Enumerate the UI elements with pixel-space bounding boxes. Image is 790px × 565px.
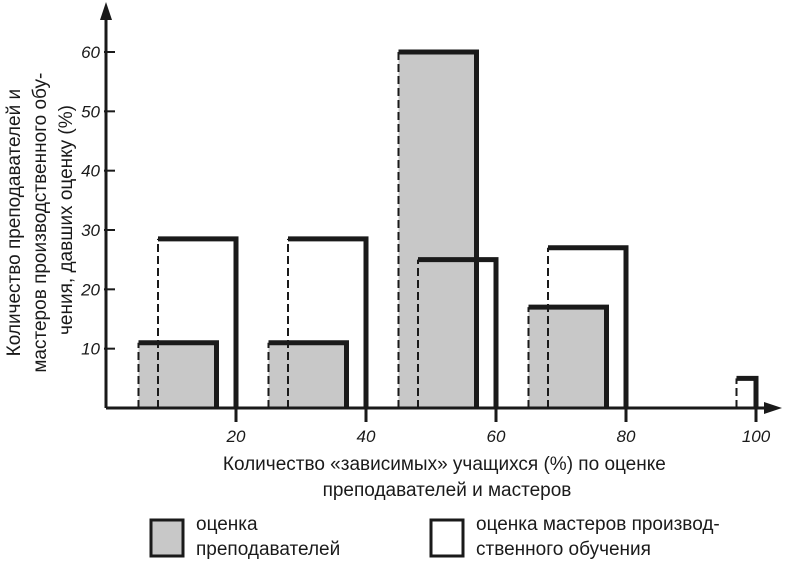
y-axis-title: Количество преподавателей и мастеров про…: [4, 67, 77, 372]
teacher-bar: [267, 340, 349, 408]
x-tick-label: 60: [487, 427, 506, 446]
y-axis-title-line-1: Количество преподавателей и: [4, 89, 25, 356]
x-axis-arrow: [764, 402, 782, 414]
teacher-bar: [137, 340, 219, 408]
y-axis-title-line-3: чения, давших оценку (%): [56, 105, 77, 335]
y-tick-label: 30: [81, 221, 100, 240]
legend-swatch-masters: [429, 518, 465, 558]
teacher-bar-outline: [268, 340, 349, 408]
y-tick-label: 60: [81, 43, 100, 62]
teacher-bar-outline: [138, 340, 219, 408]
x-tick-label: 40: [357, 427, 376, 446]
y-axis-title-line-2: мастеров производственного обу-: [30, 73, 51, 373]
x-tick-label: 100: [742, 427, 771, 446]
teacher-bar-fill: [528, 307, 607, 408]
master-bar: [417, 257, 499, 408]
x-axis-title: Количество «зависимых» учащихся (%) по о…: [223, 454, 671, 501]
x-ticks-group: 20 40 60 80 100: [226, 406, 771, 446]
master-bar-outline: [158, 236, 239, 408]
teacher-bar: [397, 49, 479, 408]
master-bar: [287, 236, 369, 408]
legend-label-masters: оценка мастеров производ- ственного обуч…: [476, 514, 725, 560]
teacher-bars-group: [137, 49, 609, 408]
legend-swatch-teachers: [149, 518, 185, 558]
y-tick-label: 10: [81, 340, 100, 359]
teacher-bar-outline: [398, 49, 479, 408]
y-axis-arrow: [100, 2, 112, 20]
teacher-bar-fill: [398, 52, 477, 408]
master-bars-group: [157, 236, 759, 408]
legend-label-teachers: оценка преподавателей: [196, 514, 340, 560]
x-axis-title-line-1: Количество «зависимых» учащихся (%) по о…: [223, 454, 666, 475]
y-tick-label: 40: [81, 162, 100, 181]
teacher-bar: [527, 304, 609, 408]
legend: оценка преподавателей оценка мастеров пр…: [149, 514, 725, 560]
x-axis-title-line-2: преподавателей и мастеров: [323, 480, 572, 501]
master-bar: [547, 245, 629, 408]
teacher-bar-outline: [528, 304, 609, 408]
teacher-bar-fill: [268, 342, 347, 408]
teacher-bar-fill: [138, 342, 217, 408]
y-tick-label: 50: [81, 102, 100, 121]
master-bar-outline: [736, 375, 759, 408]
y-tick-label: 20: [80, 280, 100, 299]
master-bar-outline: [548, 245, 629, 408]
master-bar: [157, 236, 239, 408]
x-tick-label: 20: [226, 427, 246, 446]
master-bar-outline: [288, 236, 369, 408]
master-bar: [735, 375, 759, 408]
axes-group: [100, 2, 782, 414]
master-bar-outline: [418, 257, 499, 408]
x-tick-label: 80: [617, 427, 636, 446]
y-ticks-group: 10 20 30 40 50 60: [80, 43, 115, 359]
